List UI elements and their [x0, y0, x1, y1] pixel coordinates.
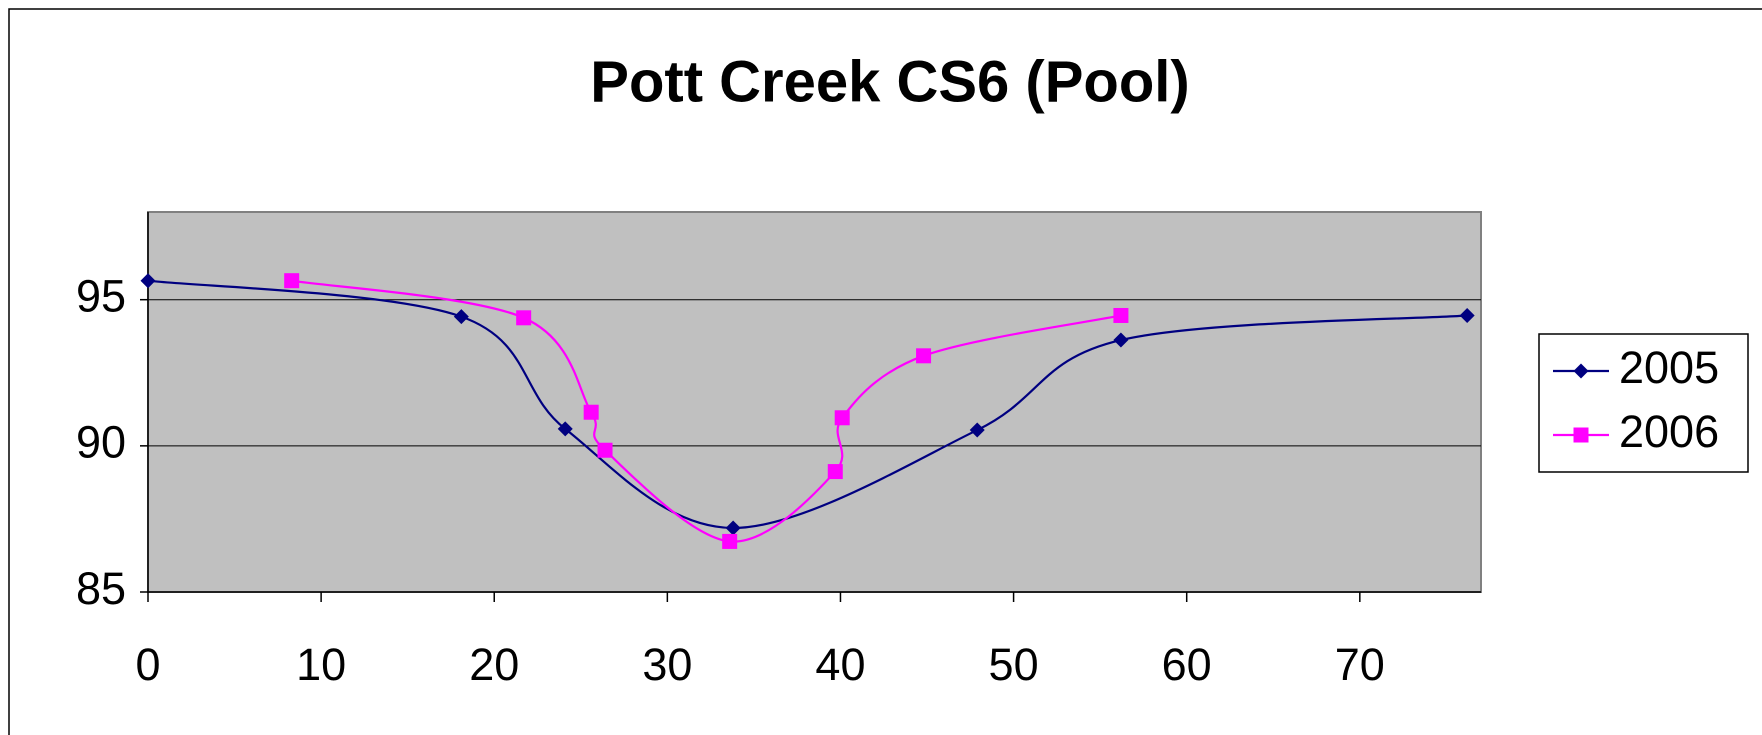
marker	[1573, 427, 1589, 443]
x-tick-label: 50	[989, 639, 1039, 690]
y-tick-label: 85	[76, 563, 126, 614]
marker	[834, 410, 850, 426]
marker	[140, 273, 156, 289]
plot-area	[147, 211, 1482, 593]
x-tick-label: 10	[296, 639, 346, 690]
x-tick-label: 60	[1162, 639, 1212, 690]
legend-label: 2005	[1619, 342, 1719, 393]
marker	[1113, 332, 1129, 348]
marker	[722, 533, 738, 549]
y-tick-label: 90	[76, 417, 126, 468]
marker	[1573, 363, 1589, 379]
marker	[725, 520, 741, 536]
x-tick-label: 30	[642, 639, 692, 690]
x-tick-label: 70	[1335, 639, 1385, 690]
marker	[557, 421, 573, 437]
x-tick-label: 0	[135, 639, 160, 690]
marker	[284, 273, 300, 289]
y-tick-label: 95	[76, 271, 126, 322]
marker	[583, 404, 599, 420]
x-tick-label: 40	[815, 639, 865, 690]
marker	[597, 442, 613, 458]
chart-title: Pott Creek CS6 (Pool)	[590, 49, 1189, 114]
marker	[969, 422, 985, 438]
marker	[1113, 307, 1129, 323]
marker	[516, 310, 532, 326]
marker	[827, 464, 843, 480]
marker	[1459, 307, 1475, 323]
legend-label: 2006	[1619, 406, 1719, 457]
legend	[1538, 333, 1749, 473]
marker	[453, 309, 469, 325]
marker	[916, 348, 932, 364]
x-tick-label: 20	[469, 639, 519, 690]
